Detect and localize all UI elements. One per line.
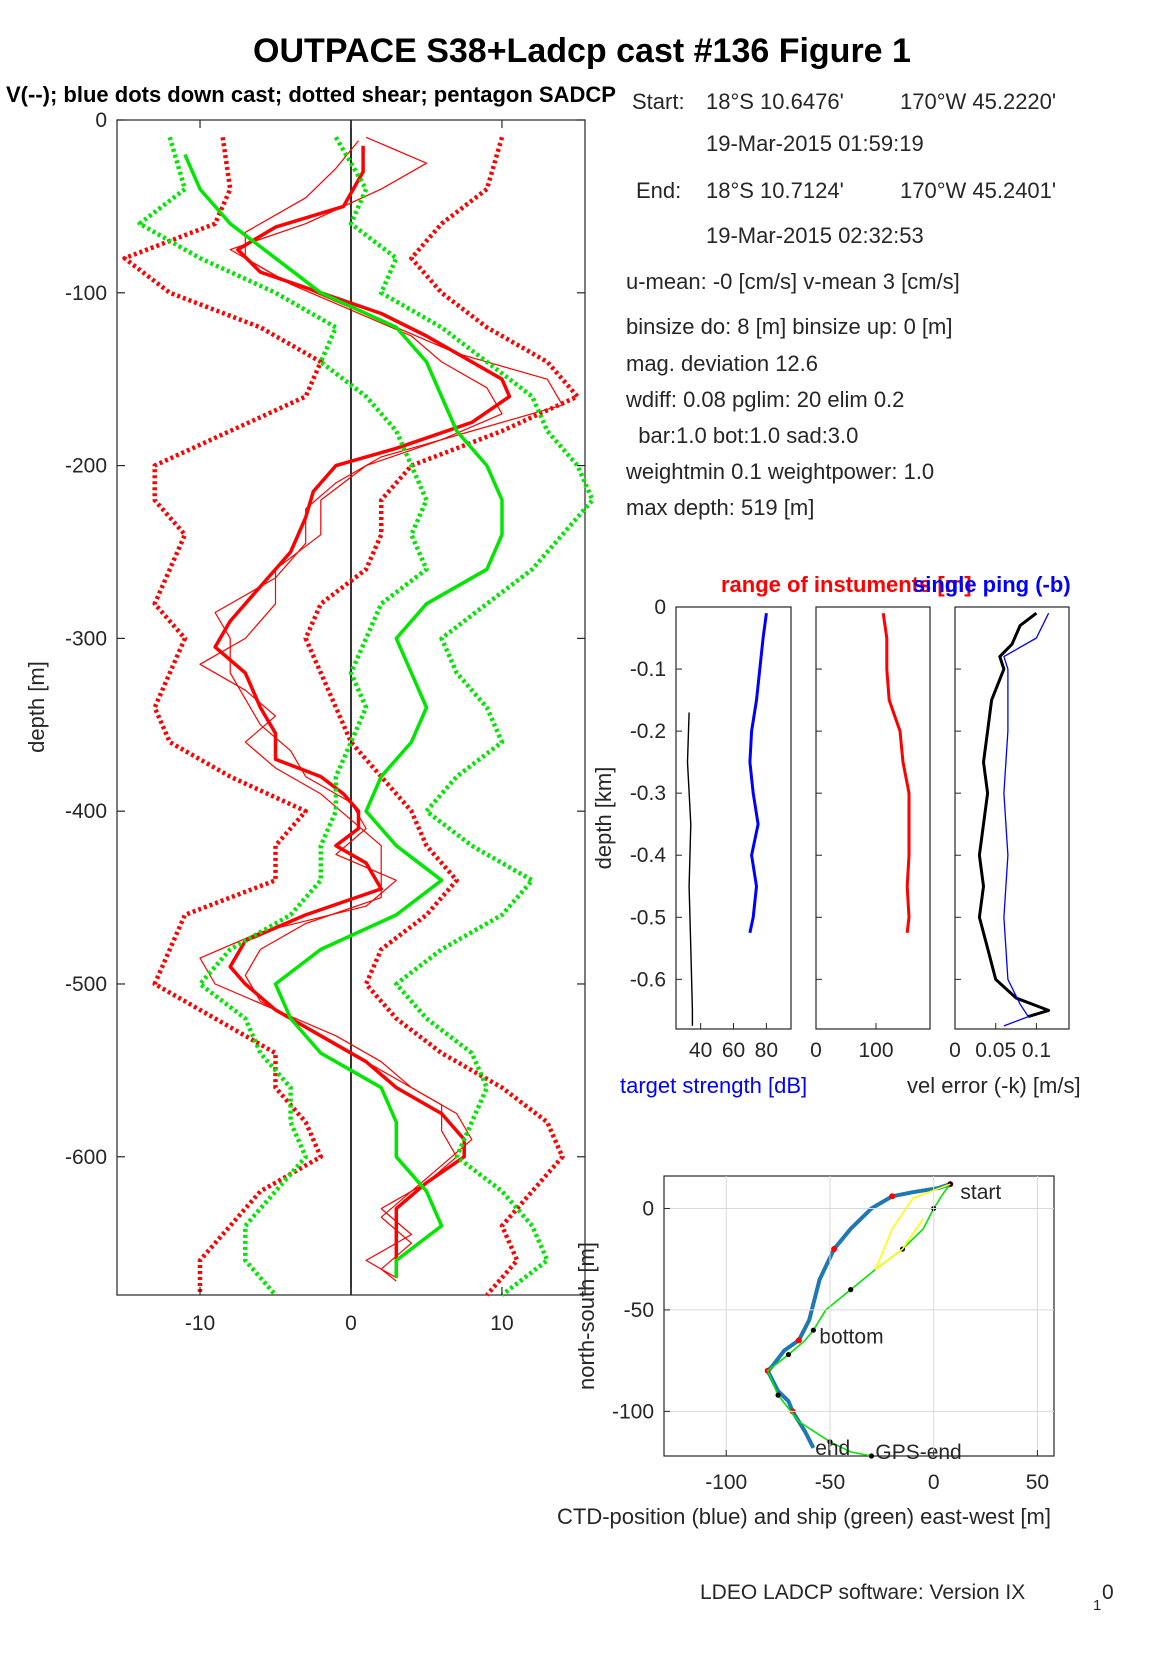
info-weight: weightmin 0.1 weightpower: 1.0: [625, 459, 934, 484]
footer-subscript: 1: [1093, 1597, 1101, 1614]
software-footer: LDEO LADCP software: Version IX 1 0: [700, 1581, 1114, 1614]
panel-1-series-black: [686, 712, 694, 1026]
ctd-marker: [831, 1246, 838, 1253]
position-panel: start bottom end GPS-end -100 -50 0 50 0 -50 -100…: [557, 1175, 1055, 1529]
info-start-label: Start:: [632, 89, 685, 114]
panel-1-series-blue: [748, 613, 768, 934]
range-panel-frame: [815, 606, 931, 1030]
y-tick-label: -0.1: [630, 658, 666, 681]
figure-subtitle: V(--); blue dots down cast; dotted shear…: [6, 82, 616, 107]
instrument-panels: 40 60 80 0 -0.1 -0.2 -0.3 -0.4 -0.5 -0.6 0 100 0 0.05…: [591, 572, 1081, 1098]
info-end-lat: 18°S 10.7124': [706, 178, 844, 203]
series-green-dotted-6: [137, 136, 429, 1297]
y-tick-label: -100: [65, 282, 107, 305]
main-ylabel: depth [m]: [24, 661, 49, 753]
series-red-dotted-4: [303, 136, 580, 1297]
x-tick-label: -50: [815, 1471, 845, 1494]
ts-panel-ylabel: depth [km]: [591, 767, 616, 870]
y-tick-label: 0: [95, 109, 107, 132]
info-wdiff: wdiff: 0.08 pglim: 20 elim 0.2: [625, 387, 904, 412]
velerr-panel-frame: [954, 606, 1070, 1030]
y-tick-label: -100: [612, 1400, 654, 1423]
x-tick-label: 80: [755, 1039, 778, 1062]
x-tick-label: 0: [928, 1471, 940, 1494]
y-tick-label: -50: [624, 1299, 654, 1322]
track-marker: [785, 1351, 792, 1358]
y-tick-label: 0: [654, 596, 666, 619]
info-magdev: mag. deviation 12.6: [626, 351, 818, 376]
info-maxdepth: max depth: 519 [m]: [626, 495, 814, 520]
info-binsize: binsize do: 8 [m] binsize up: 0 [m]: [626, 314, 953, 339]
position-ylabel: north-south [m]: [574, 1242, 599, 1390]
y-tick-label: -200: [65, 455, 107, 478]
range-panel-title: range of instuments [m]: [721, 572, 972, 597]
velerr-panel-title: single ping (-b): [913, 572, 1071, 597]
info-bar: bar:1.0 bot:1.0 sad:3.0: [626, 423, 858, 448]
position-plot-frame: [663, 1175, 1055, 1457]
track-ctd: [765, 1182, 951, 1449]
y-tick-label: -600: [65, 1146, 107, 1169]
annotation-start: start: [960, 1181, 1001, 1204]
info-start-lat: 18°S 10.6476': [706, 89, 844, 114]
ts-panel-frame: [675, 606, 792, 1030]
annotation-bottom: bottom: [819, 1325, 883, 1348]
info-start-time: 19-Mar-2015 01:59:19: [706, 131, 924, 156]
track-yellow: [874, 1183, 951, 1271]
track-marker: [810, 1327, 816, 1333]
track-marker: [775, 1392, 781, 1398]
x-tick-label: -10: [185, 1312, 215, 1335]
y-tick-label: -0.3: [630, 782, 666, 805]
y-tick-label: -0.6: [630, 968, 666, 991]
cast-info: Start: 18°S 10.6476' 170°W 45.2220' 19-M…: [625, 89, 1056, 520]
y-tick-label: -400: [65, 800, 107, 823]
panel-3-series-black: [977, 612, 1051, 1019]
y-tick-label: -0.5: [630, 906, 666, 929]
series-green-dotted-7: [333, 136, 595, 1297]
x-tick-label: 60: [722, 1039, 745, 1062]
x-tick-label: 40: [689, 1039, 712, 1062]
x-tick-label: 100: [858, 1039, 893, 1062]
position-xlabel: CTD-position (blue) and ship (green) eas…: [557, 1504, 1051, 1529]
x-tick-label: 0: [949, 1039, 961, 1062]
y-tick-label: -0.4: [630, 844, 667, 867]
track-marker: [868, 1453, 875, 1459]
series-red-solid-0: [213, 145, 512, 1278]
ts-panel-xlabel: target strength [dB]: [620, 1073, 807, 1098]
figure-title: OUTPACE S38+Ladcp cast #136 Figure 1: [253, 32, 911, 70]
x-tick-label: 10: [490, 1312, 513, 1335]
ctd-marker: [889, 1193, 896, 1200]
y-tick-label: -500: [65, 973, 107, 996]
footer-text: LDEO LADCP software: Version IX: [700, 1581, 1025, 1604]
series-green-solid-5: [183, 153, 504, 1278]
info-end-label: End:: [636, 178, 681, 203]
y-tick-label: -300: [65, 627, 107, 650]
info-end-time: 19-Mar-2015 02:32:53: [706, 223, 924, 248]
track-marker: [848, 1287, 854, 1293]
panel-3-series-blue: [1003, 612, 1050, 1027]
info-end-lon: 170°W 45.2401': [900, 178, 1056, 203]
series-red-thin-1: [199, 136, 564, 1282]
info-start-lon: 170°W 45.2220': [900, 89, 1056, 114]
x-tick-label: -100: [705, 1471, 747, 1494]
footer-tail: 0: [1102, 1581, 1114, 1604]
x-tick-label: 0.1: [1022, 1039, 1051, 1062]
x-tick-label: 0.05: [975, 1039, 1016, 1062]
x-tick-label: 50: [1026, 1471, 1049, 1494]
velocity-profile-panel: -10 0 100-100-200-300-400-500-600 depth [m…: [24, 109, 595, 1335]
ctd-marker: [795, 1337, 802, 1344]
info-means: u-mean: -0 [cm/s] v-mean 3 [cm/s]: [626, 269, 960, 294]
annotation-end: end: [815, 1437, 850, 1460]
x-tick-label: 0: [345, 1312, 357, 1335]
y-tick-label: 0: [642, 1197, 654, 1220]
series-red-dotted-3: [122, 136, 324, 1295]
y-tick-label: -0.2: [630, 720, 666, 743]
annotation-GPS-end: GPS-end: [875, 1441, 961, 1464]
series-red-thin-2: [199, 140, 503, 1279]
velerr-panel-xlabel: vel error (-k) [m/s]: [907, 1073, 1081, 1098]
panel-2-series-red: [881, 612, 911, 933]
x-tick-label: 0: [810, 1039, 822, 1062]
